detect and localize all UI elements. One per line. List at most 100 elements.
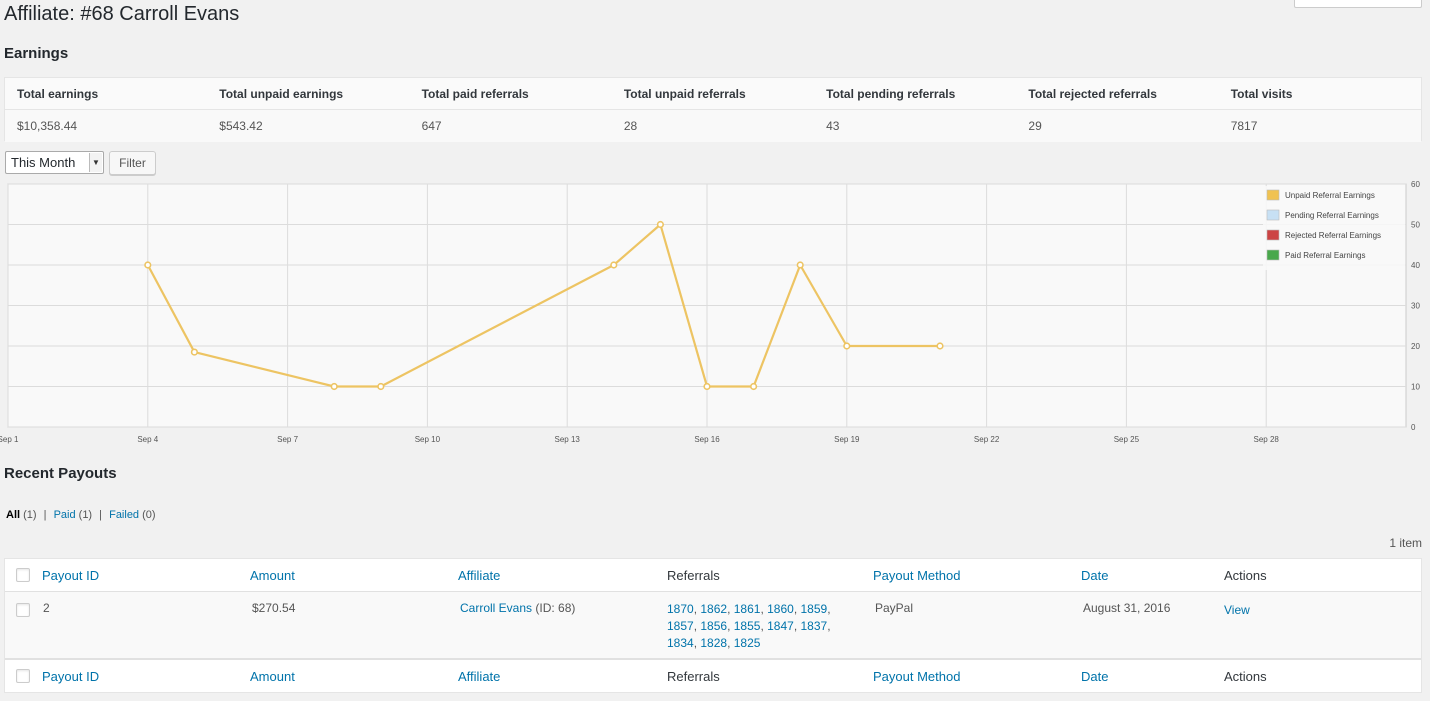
stats-header: Total unpaid earnings bbox=[219, 86, 344, 101]
y-tick-label: 60 bbox=[1411, 180, 1420, 189]
date-range-select[interactable]: This Month ▼ bbox=[5, 151, 104, 174]
data-point bbox=[703, 382, 711, 391]
stats-value-row: $10,358.44 $543.42 647 28 43 29 7817 bbox=[5, 110, 1421, 142]
legend-background bbox=[1263, 186, 1405, 270]
x-tick-label: Sep 25 bbox=[1114, 435, 1140, 444]
stats-header: Total unpaid referrals bbox=[623, 86, 746, 101]
data-point bbox=[190, 348, 198, 356]
column-affiliate[interactable]: Affiliate bbox=[458, 567, 501, 583]
x-tick-label: Sep 16 bbox=[694, 435, 720, 444]
payouts-footer-row: Payout ID Amount Affiliate Referrals Pay… bbox=[5, 659, 1421, 692]
page-title: Affiliate: #68 Carroll Evans bbox=[4, 3, 240, 25]
column-date[interactable]: Date bbox=[1081, 567, 1109, 583]
x-tick-label: Sep 22 bbox=[974, 435, 1000, 444]
referral-separator: , bbox=[760, 619, 768, 633]
view-separator: | bbox=[99, 509, 103, 521]
referral-link[interactable]: 1825 bbox=[733, 636, 761, 650]
referral-link[interactable]: 1857 bbox=[667, 619, 694, 633]
view-failed-count: (0) bbox=[142, 509, 156, 521]
legend-swatch bbox=[1266, 189, 1280, 201]
select-all-checkbox-footer[interactable] bbox=[16, 669, 30, 683]
referral-separator: , bbox=[793, 619, 801, 633]
view-paid-count: (1) bbox=[78, 509, 93, 521]
stats-value: 7817 bbox=[1230, 119, 1258, 133]
affiliate-link[interactable]: Carroll Evans bbox=[460, 601, 533, 615]
legend-label: Unpaid Referral Earnings bbox=[1285, 191, 1375, 200]
y-tick-label: 10 bbox=[1411, 383, 1420, 392]
column-payout-method[interactable]: Payout Method bbox=[873, 567, 961, 583]
view-all-link[interactable]: All bbox=[6, 509, 21, 521]
view-failed-link[interactable]: Failed bbox=[109, 509, 140, 521]
referral-separator: , bbox=[693, 619, 701, 633]
data-point bbox=[796, 261, 804, 269]
x-tick-label: Sep 19 bbox=[834, 435, 860, 444]
referral-link[interactable]: 1837 bbox=[800, 619, 828, 633]
screen-options-button[interactable] bbox=[1294, 0, 1422, 8]
payout-method: PayPal bbox=[875, 601, 914, 615]
column-date[interactable]: Date bbox=[1081, 668, 1109, 684]
legend-swatch bbox=[1266, 229, 1280, 241]
legend-label: Pending Referral Earnings bbox=[1285, 211, 1379, 220]
data-point bbox=[144, 261, 152, 269]
column-amount[interactable]: Amount bbox=[250, 668, 295, 684]
payout-status-filters: All (1) | Paid (1) | Failed (0) bbox=[6, 509, 156, 521]
view-paid-link[interactable]: Paid bbox=[53, 509, 76, 521]
x-tick-label: Sep 1 bbox=[0, 435, 19, 444]
referral-link[interactable]: 1861 bbox=[733, 602, 761, 616]
view-all-count: (1) bbox=[23, 509, 37, 521]
column-affiliate[interactable]: Affiliate bbox=[458, 668, 501, 684]
data-point bbox=[656, 220, 665, 229]
referral-link[interactable]: 1828 bbox=[700, 636, 728, 650]
referral-link[interactable]: 1834 bbox=[667, 636, 694, 650]
payout-amount: $270.54 bbox=[252, 601, 296, 615]
column-payout-id[interactable]: Payout ID bbox=[42, 668, 100, 684]
column-amount[interactable]: Amount bbox=[250, 567, 295, 583]
data-point bbox=[936, 342, 944, 350]
referral-link[interactable]: 1856 bbox=[700, 619, 728, 633]
column-referrals: Referrals bbox=[667, 668, 720, 684]
referral-link[interactable]: 1870 bbox=[667, 602, 694, 616]
referral-link[interactable]: 1862 bbox=[700, 602, 728, 616]
recent-payouts-heading: Recent Payouts bbox=[4, 465, 117, 482]
table-row: 2 $270.54 Carroll Evans (ID: 68) 1870, 1… bbox=[5, 592, 1421, 659]
referral-separator: , bbox=[793, 602, 801, 616]
column-payout-method[interactable]: Payout Method bbox=[873, 668, 961, 684]
x-tick-label: Sep 10 bbox=[415, 435, 441, 444]
data-point bbox=[610, 261, 618, 269]
referral-link[interactable]: 1847 bbox=[767, 619, 794, 633]
stats-header: Total pending referrals bbox=[826, 86, 956, 101]
x-tick-label: Sep 4 bbox=[137, 435, 158, 444]
chevron-down-icon: ▼ bbox=[89, 153, 102, 172]
stats-value: $543.42 bbox=[219, 119, 263, 133]
referral-link[interactable]: 1855 bbox=[733, 619, 761, 633]
earnings-chart-svg: 0 10 20 30 40 50 60 Sep 1 Sep 4 Sep 7 Sep 10 Sep 13… bbox=[0, 180, 1420, 444]
row-checkbox[interactable] bbox=[16, 603, 30, 617]
column-actions: Actions bbox=[1224, 668, 1267, 684]
referral-separator: , bbox=[693, 636, 701, 650]
earnings-stats-table: Total earnings Total unpaid earnings Tot… bbox=[4, 77, 1422, 142]
affiliate-id: (ID: 68) bbox=[532, 601, 576, 615]
referral-link[interactable]: 1860 bbox=[767, 602, 794, 616]
referral-link[interactable]: 1859 bbox=[800, 602, 828, 616]
payout-id: 2 bbox=[43, 601, 50, 615]
filter-button[interactable]: Filter bbox=[109, 151, 156, 175]
data-point bbox=[330, 382, 338, 391]
stats-value: 43 bbox=[826, 119, 840, 133]
items-count: 1 item bbox=[1389, 536, 1422, 550]
earnings-heading: Earnings bbox=[4, 45, 69, 62]
payouts-table: Payout ID Amount Affiliate Referrals Pay… bbox=[4, 558, 1422, 693]
stats-header: Total rejected referrals bbox=[1028, 86, 1157, 101]
y-tick-label: 20 bbox=[1411, 342, 1420, 351]
stats-value: $10,358.44 bbox=[17, 119, 78, 133]
select-all-checkbox[interactable] bbox=[16, 568, 30, 582]
stats-value: 29 bbox=[1028, 119, 1042, 133]
referral-separator: , bbox=[827, 602, 831, 616]
stats-value: 647 bbox=[421, 119, 442, 133]
stats-header: Total earnings bbox=[17, 86, 99, 101]
view-payout-link[interactable]: View bbox=[1224, 603, 1250, 617]
stats-header-row: Total earnings Total unpaid earnings Tot… bbox=[5, 78, 1421, 110]
referral-separator: , bbox=[727, 619, 734, 633]
x-tick-label: Sep 13 bbox=[555, 435, 581, 444]
legend-swatch bbox=[1266, 209, 1280, 221]
column-payout-id[interactable]: Payout ID bbox=[42, 567, 100, 583]
